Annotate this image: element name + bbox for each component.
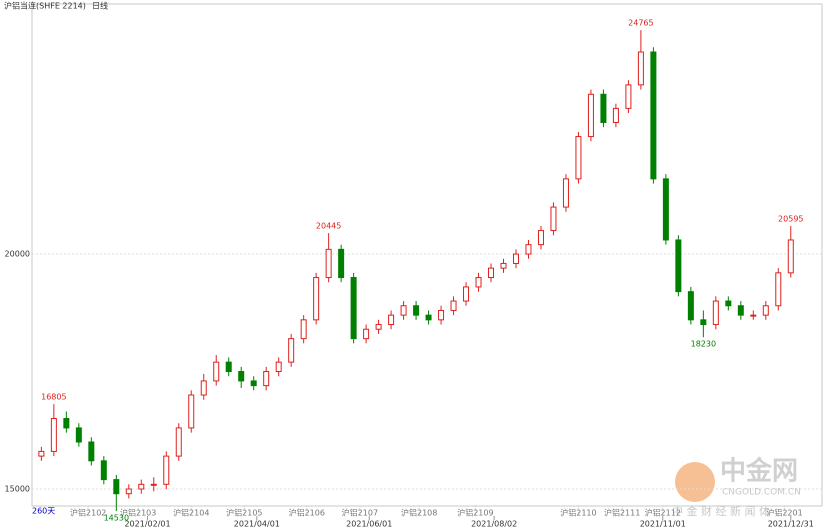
high-label: 20445 [316,222,341,231]
watermark: 中金网 [720,456,798,487]
candle-body [50,418,57,452]
candle-body [350,277,357,340]
span-label: 260天 [32,507,55,516]
candle-body [575,136,582,180]
candle-body [537,230,544,246]
contract-label: 沪铝2108 [401,508,437,518]
x-tick-label: 2021/06/01 [346,520,392,529]
candle-body [700,319,707,326]
candle-body [188,394,195,429]
candle-body [587,93,594,138]
candle-body [88,441,95,462]
high-label: 20595 [778,215,803,224]
y-tick-label: 20000 [5,250,30,259]
watermark-sub: CNGOLD.COM.CN [722,488,801,498]
high-label: 16805 [41,393,66,402]
candle-body [100,460,107,481]
candle-body [338,248,345,279]
candle-body [263,371,270,387]
candle-body [512,253,519,264]
candle-body [450,300,457,311]
candle-body [400,305,407,316]
candle-body [38,450,45,457]
candle-body [163,455,170,485]
candle-body [75,427,82,443]
candle-body [175,427,182,457]
y-tick-label: 15000 [5,485,30,494]
candle-body [762,305,769,316]
candle-body [63,418,70,429]
contract-label: 沪铝2110 [560,508,596,518]
candle-body [488,267,495,279]
candle-body [300,319,307,340]
contract-label: 沪铝2106 [289,508,325,518]
contract-label: 沪铝2112 [645,508,681,518]
high-label: 24765 [628,19,653,28]
candle-body [650,51,657,180]
candle-body [562,178,569,208]
x-tick-label: 2021/12/31 [768,520,814,529]
x-tick-label: 2021/02/01 [124,520,170,529]
candle-body [625,84,632,109]
contract-label: 沪铝2107 [342,508,378,518]
candle-body [725,300,732,307]
plot-frame [31,3,823,507]
candle-body [275,361,282,373]
contract-label: 沪铝2109 [457,508,493,518]
candle-body [250,380,257,387]
candle-body [600,93,607,123]
candle-body [113,479,120,495]
candle-body [150,483,157,486]
candle-body [475,277,482,288]
candle-body [750,314,757,317]
contract-label: 沪铝2104 [173,508,209,518]
candle-body [712,300,719,326]
candle-body [375,324,382,330]
candle-body [787,239,794,274]
candle-body [238,371,245,382]
period: 日线 [92,1,108,11]
candle-body [325,248,332,279]
candle-body [125,488,132,495]
candle-body [775,272,782,307]
candle-body [313,277,320,321]
candle-body [662,178,669,241]
candle-body [438,309,445,321]
candle-body [288,338,295,363]
low-label: 18230 [691,340,716,349]
contract-label: 沪铝2111 [604,508,640,518]
candle-body [550,206,557,232]
candle-body [525,244,532,255]
x-tick-label: 2021/08/02 [471,520,517,529]
candle-body [200,380,207,396]
candle-body [612,107,619,123]
candle-body [687,291,694,321]
candle-body [463,286,470,302]
chart-title: 沪铝当连(SHFE 2214) [4,1,86,11]
candle-body [213,361,220,382]
contract-label: 沪铝2105 [226,508,262,518]
contract-label: 沪铝2201 [766,508,802,518]
candle-body [737,305,744,316]
candle-body [388,314,395,326]
candle-body [413,305,420,316]
low-label: 14530 [104,514,129,523]
candle-body [500,262,507,269]
candle-body [637,51,644,86]
watermark-logo [675,462,715,502]
footer-text: 中 金 财 经 新 闻 体 [672,504,770,518]
candle-body [363,328,370,340]
candle-body [675,239,682,293]
contract-label: 沪铝2102 [70,508,106,518]
x-tick-label: 2021/04/01 [234,520,280,529]
candle-body [425,314,432,321]
x-tick-label: 2021/11/01 [640,520,686,529]
candle-body [225,361,232,373]
contract-label: 沪铝2103 [120,508,156,518]
candle-body [138,483,145,490]
